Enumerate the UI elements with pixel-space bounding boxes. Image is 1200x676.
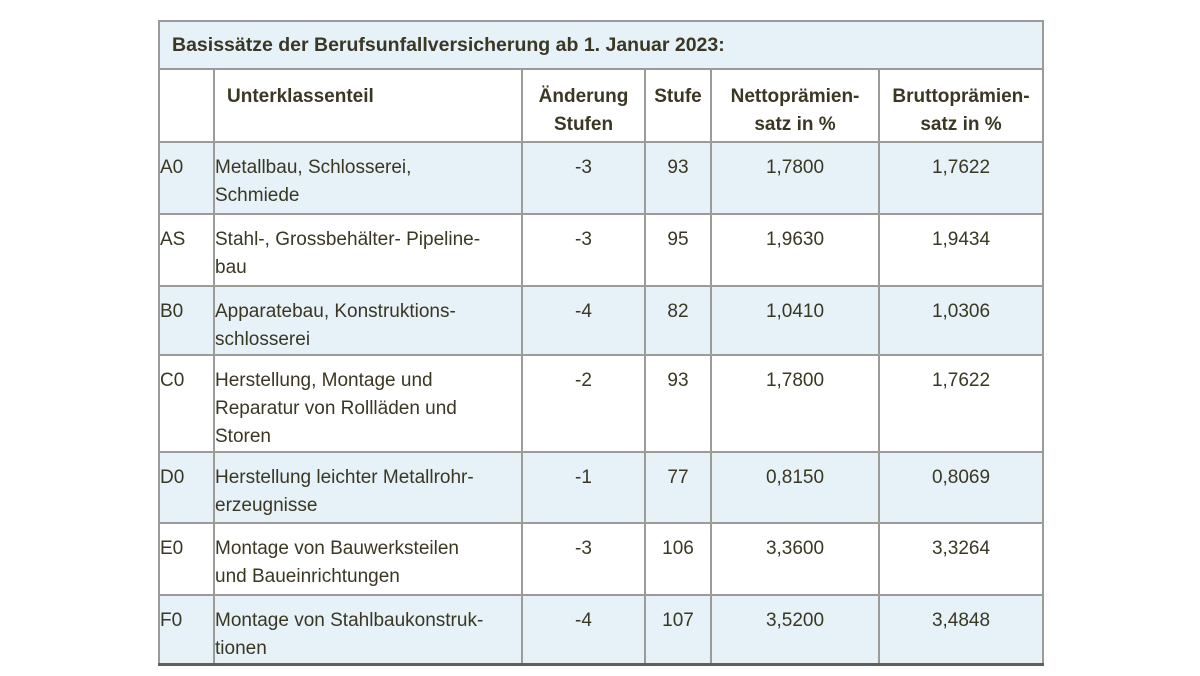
table-row-c0: C0 Herstellung, Montage und Reparatur vo…	[158, 354, 1045, 453]
row-level: 106	[644, 522, 712, 596]
row-level: 77	[644, 451, 712, 524]
row-gross-rate: 0,8069	[877, 451, 1045, 524]
table-row-e0: E0 Montage von Bauwerksteilen und Bauein…	[158, 522, 1045, 596]
column-header-gross: Bruttoprämien- satz in %	[877, 68, 1045, 143]
table-title: Basissätze der Berufsunfallversicherung …	[157, 20, 1045, 70]
table-row-f0: F0 Montage von Stahlbaukonstruk- tionen …	[158, 594, 1045, 666]
row-gross-rate: 1,7622	[877, 141, 1045, 215]
row-level: 82	[644, 285, 712, 356]
row-gross-rate: 1,9434	[877, 213, 1045, 287]
row-code: B0	[158, 285, 215, 356]
column-header-change: Änderung Stufen	[521, 68, 646, 143]
row-subclass: Metallbau, Schlosserei, Schmiede	[213, 141, 523, 215]
row-code: A0	[158, 141, 215, 215]
column-header-code	[158, 68, 215, 143]
row-net-rate: 1,7800	[710, 354, 880, 453]
row-net-rate: 0,8150	[710, 451, 880, 524]
row-level: 93	[644, 354, 712, 453]
column-header-level: Stufe	[644, 68, 712, 143]
row-change: -4	[521, 285, 646, 356]
row-code: E0	[158, 522, 215, 596]
row-net-rate: 3,5200	[710, 594, 880, 666]
row-net-rate: 1,0410	[710, 285, 880, 356]
row-change: -3	[521, 522, 646, 596]
row-subclass: Herstellung leichter Metallrohr- erzeugn…	[213, 451, 523, 524]
row-net-rate: 3,3600	[710, 522, 880, 596]
row-level: 93	[644, 141, 712, 215]
insurance-base-rates-table: Basissätze der Berufsunfallversicherung …	[157, 20, 1045, 666]
column-header-net: Nettoprämien- satz in %	[710, 68, 880, 143]
row-code: F0	[158, 594, 215, 666]
row-code: C0	[158, 354, 215, 453]
row-gross-rate: 3,3264	[877, 522, 1045, 596]
table-title-row: Basissätze der Berufsunfallversicherung …	[157, 20, 1045, 70]
row-net-rate: 1,7800	[710, 141, 880, 215]
table-row-a0: A0 Metallbau, Schlosserei, Schmiede -3 9…	[158, 141, 1045, 215]
row-level: 107	[644, 594, 712, 666]
row-gross-rate: 3,4848	[877, 594, 1045, 666]
row-change: -3	[521, 141, 646, 215]
row-gross-rate: 1,0306	[877, 285, 1045, 356]
row-subclass: Herstellung, Montage und Reparatur von R…	[213, 354, 523, 453]
table-row-d0: D0 Herstellung leichter Metallrohr- erze…	[158, 451, 1045, 524]
table-header-row: Unterklassenteil Änderung Stufen Stufe N…	[158, 68, 1045, 143]
row-subclass: Apparatebau, Konstruktions- schlosserei	[213, 285, 523, 356]
row-change: -4	[521, 594, 646, 666]
row-code: AS	[158, 213, 215, 287]
row-subclass: Montage von Stahlbaukonstruk- tionen	[213, 594, 523, 666]
row-level: 95	[644, 213, 712, 287]
row-change: -1	[521, 451, 646, 524]
column-header-subclass: Unterklassenteil	[213, 68, 523, 143]
row-change: -3	[521, 213, 646, 287]
row-change: -2	[521, 354, 646, 453]
row-code: D0	[158, 451, 215, 524]
row-subclass: Montage von Bauwerksteilen und Baueinric…	[213, 522, 523, 596]
table-row-as: AS Stahl-, Grossbehälter- Pipeline- bau …	[158, 213, 1045, 287]
row-gross-rate: 1,7622	[877, 354, 1045, 453]
row-subclass: Stahl-, Grossbehälter- Pipeline- bau	[213, 213, 523, 287]
row-net-rate: 1,9630	[710, 213, 880, 287]
table-row-b0: B0 Apparatebau, Konstruktions- schlosser…	[158, 285, 1045, 356]
